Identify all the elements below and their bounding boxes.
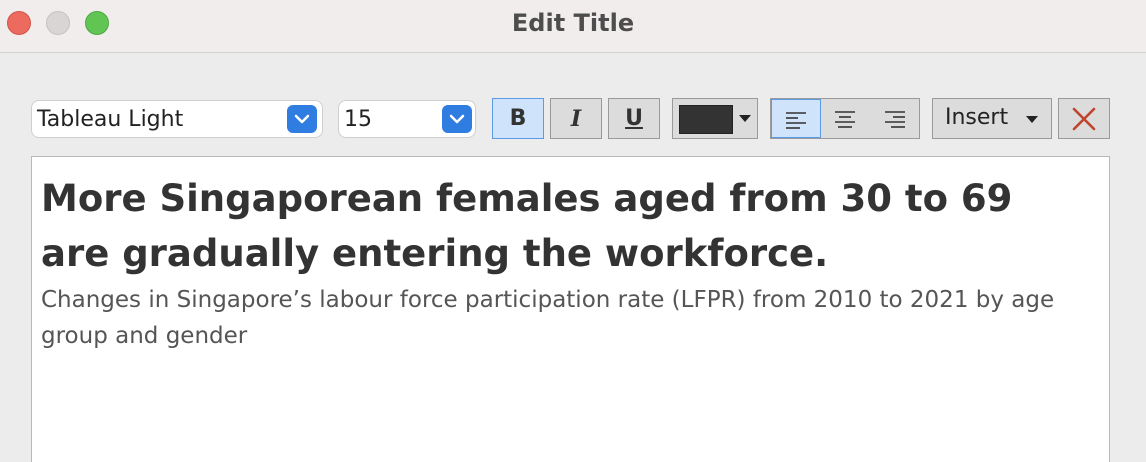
underline-button[interactable]: U	[608, 98, 660, 139]
chevron-down-icon	[739, 115, 751, 122]
title-text-editor[interactable]: More Singaporean females aged from 30 to…	[31, 156, 1110, 462]
chevron-down-icon	[1026, 116, 1038, 123]
window-title: Edit Title	[511, 9, 635, 37]
zoom-window-button[interactable]	[85, 11, 109, 35]
font-size-value: 15	[344, 107, 372, 132]
insert-label: Insert	[945, 105, 1009, 130]
clear-button[interactable]	[1058, 98, 1110, 139]
align-right-button[interactable]	[871, 99, 919, 138]
font-size-select[interactable]: 15	[338, 100, 476, 138]
align-center-icon	[835, 111, 855, 128]
align-right-icon	[885, 111, 905, 128]
font-family-value: Tableau Light	[37, 107, 184, 132]
title-subtitle-text[interactable]: Changes in Singapore’s labour force part…	[41, 287, 1055, 349]
alignment-group	[770, 98, 920, 139]
bold-icon: B	[509, 106, 527, 131]
x-icon	[1072, 107, 1096, 131]
chevron-down-icon[interactable]	[287, 105, 317, 133]
align-left-button[interactable]	[771, 99, 821, 138]
insert-menu-button[interactable]: Insert	[932, 98, 1052, 139]
font-family-select[interactable]: Tableau Light	[31, 100, 323, 138]
bold-button[interactable]: B	[492, 98, 544, 139]
title-bar: Edit Title	[0, 0, 1146, 53]
underline-icon: U	[625, 106, 643, 131]
text-color-picker[interactable]	[672, 98, 758, 139]
chevron-down-icon[interactable]	[442, 105, 472, 133]
align-center-button[interactable]	[821, 99, 871, 138]
align-left-icon	[786, 112, 806, 129]
minimize-window-button[interactable]	[46, 11, 70, 35]
italic-button[interactable]: I	[550, 98, 602, 139]
text-color-swatch	[679, 105, 733, 134]
title-headline-text[interactable]: More Singaporean females aged from 30 to…	[41, 177, 1013, 275]
italic-icon: I	[570, 106, 582, 132]
close-window-button[interactable]	[7, 11, 31, 35]
